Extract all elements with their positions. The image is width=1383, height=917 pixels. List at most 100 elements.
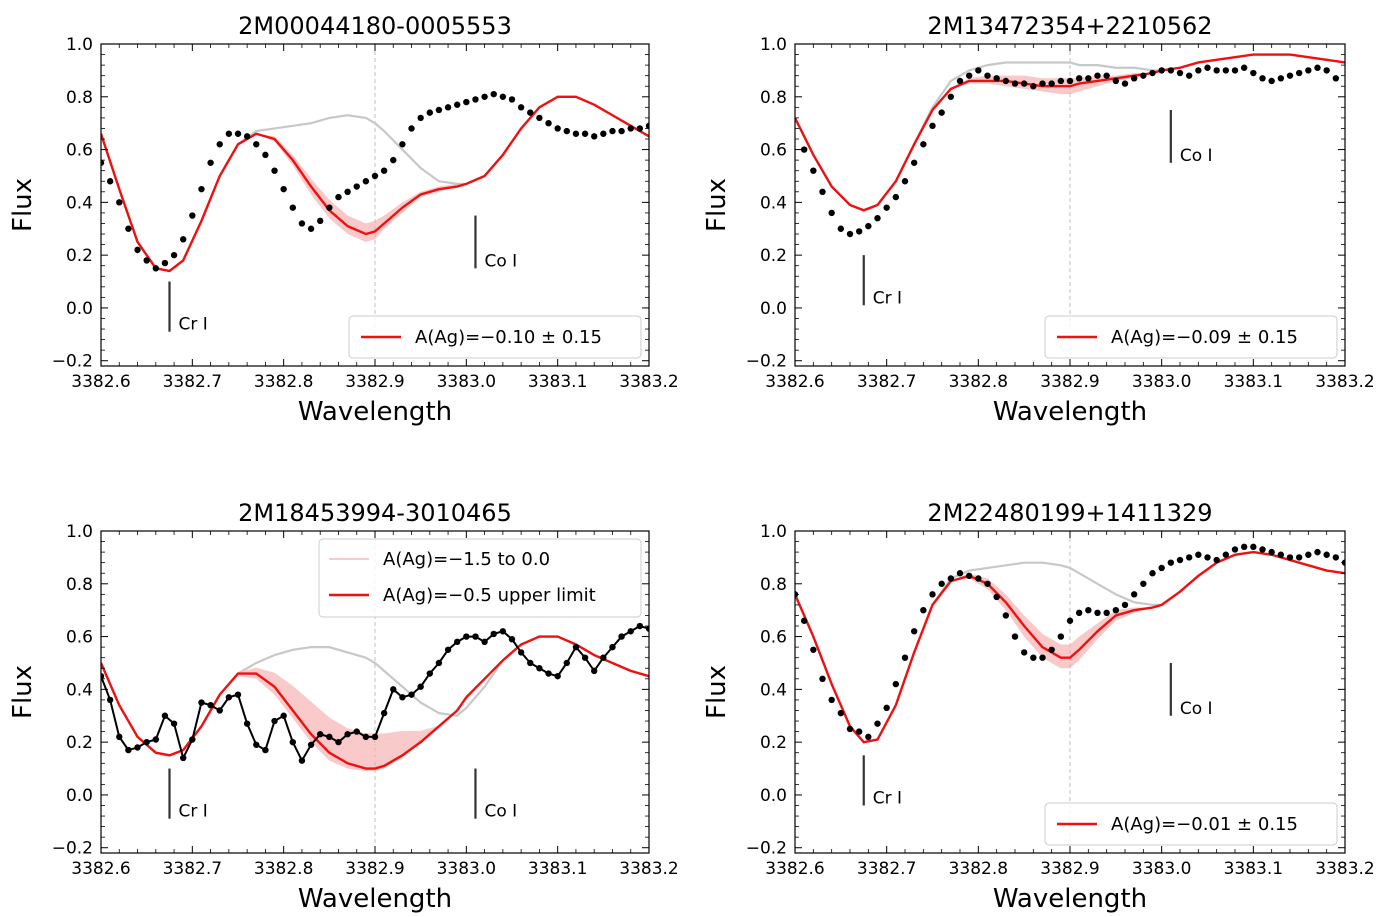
observed-point: [1057, 633, 1065, 640]
observed-point: [454, 101, 461, 108]
y-tick-label: 0.2: [66, 733, 93, 753]
observed-point: [563, 659, 570, 667]
observed-point: [198, 185, 205, 193]
observed-point: [444, 646, 452, 653]
observed-point: [481, 638, 488, 646]
y-axis-label: Flux: [702, 178, 732, 232]
observed-point: [1048, 646, 1055, 653]
observed-point: [1140, 72, 1147, 79]
observed-point: [1277, 75, 1285, 82]
observed-point: [800, 146, 808, 153]
observed-point: [581, 654, 589, 661]
observed-point: [517, 649, 525, 656]
x-tick-label: 3382.8: [254, 859, 313, 879]
observed-point: [965, 572, 973, 580]
observed-point: [1158, 564, 1165, 572]
observed-point: [1149, 69, 1156, 77]
observed-point: [956, 570, 964, 577]
observed-point: [280, 185, 287, 193]
y-tick-label: 1.0: [66, 35, 93, 55]
x-tick-label: 3382.9: [1040, 372, 1099, 392]
x-tick-label: 3383.2: [619, 859, 678, 879]
y-tick-label: 0.8: [66, 575, 93, 595]
x-tick-label: 3383.1: [528, 859, 587, 879]
y-tick-label: 0.4: [66, 680, 93, 700]
observed-point: [106, 696, 114, 704]
observed-point: [444, 104, 452, 111]
observed-point: [463, 633, 470, 640]
line-id-label: Cr I: [873, 288, 902, 308]
observed-point: [454, 638, 461, 646]
observed-point: [380, 167, 388, 174]
observed-point: [116, 733, 123, 741]
observed-point: [572, 643, 580, 651]
legend: A(Ag)=−0.01 ± 0.15: [1044, 802, 1338, 846]
observed-point: [984, 580, 991, 587]
observed-point: [837, 225, 845, 232]
observed-point: [1314, 548, 1321, 556]
uncertainty-band: [101, 96, 649, 271]
series-best-model: [795, 53, 1345, 212]
observed-point: [517, 104, 525, 111]
observed-point: [499, 628, 507, 635]
x-tick-label: 3383.0: [437, 859, 496, 879]
observed-point: [846, 230, 854, 238]
observed-point: [1176, 69, 1184, 77]
observed-point: [362, 178, 370, 185]
observed-point: [189, 212, 196, 219]
x-tick-label: 3382.8: [949, 859, 1008, 879]
y-tick-label: 0.6: [760, 628, 787, 648]
observed-point: [1112, 77, 1120, 85]
y-tick-label: 0.2: [760, 733, 787, 753]
observed-point: [106, 178, 114, 185]
observed-point: [819, 188, 826, 196]
observed-point: [1094, 609, 1101, 617]
observed-point: [101, 159, 105, 166]
y-tick-label: 0.2: [66, 246, 93, 266]
observed-point: [143, 257, 150, 264]
observed-point: [1057, 77, 1065, 85]
series-best-model: [101, 95, 649, 273]
observed-point: [910, 159, 918, 166]
observed-point: [901, 178, 909, 185]
y-tick-label: −0.2: [746, 839, 787, 859]
observed-point: [855, 228, 863, 235]
line-id-label: Co I: [484, 802, 517, 822]
observed-point: [527, 659, 534, 667]
observed-point: [1011, 80, 1019, 87]
observed-point: [125, 225, 132, 232]
observed-point: [1002, 612, 1010, 619]
observed-point: [344, 731, 351, 738]
observed-point: [846, 725, 854, 733]
observed-point: [1332, 554, 1340, 561]
observed-point: [180, 236, 187, 243]
y-axis-label: Flux: [702, 665, 732, 719]
observed-point: [1075, 609, 1083, 617]
observed-point: [1075, 75, 1083, 82]
observed-point: [581, 130, 589, 137]
observed-point: [1020, 649, 1028, 656]
observed-point: [116, 199, 123, 206]
observed-point: [161, 259, 169, 267]
observed-point: [545, 119, 552, 127]
series-best-model: [101, 635, 649, 770]
x-tick-label: 3382.6: [765, 372, 824, 392]
observed-point: [280, 712, 287, 719]
observed-point: [362, 733, 370, 741]
observed-point: [1085, 606, 1092, 614]
observed-point: [828, 209, 835, 217]
observed-point: [271, 167, 278, 174]
observed-point: [499, 93, 507, 100]
observed-point: [1259, 546, 1266, 553]
x-tick-label: 3382.6: [765, 859, 824, 879]
observed-point: [490, 90, 497, 98]
observed-point: [800, 617, 808, 624]
legend: A(Ag)=−0.09 ± 0.15: [1044, 315, 1338, 359]
observed-point: [1167, 559, 1175, 566]
observed-point: [1176, 556, 1184, 564]
observed-point: [417, 114, 424, 122]
observed-point: [938, 109, 945, 116]
x-tick-label: 3382.7: [163, 859, 222, 879]
observed-point: [216, 707, 223, 714]
